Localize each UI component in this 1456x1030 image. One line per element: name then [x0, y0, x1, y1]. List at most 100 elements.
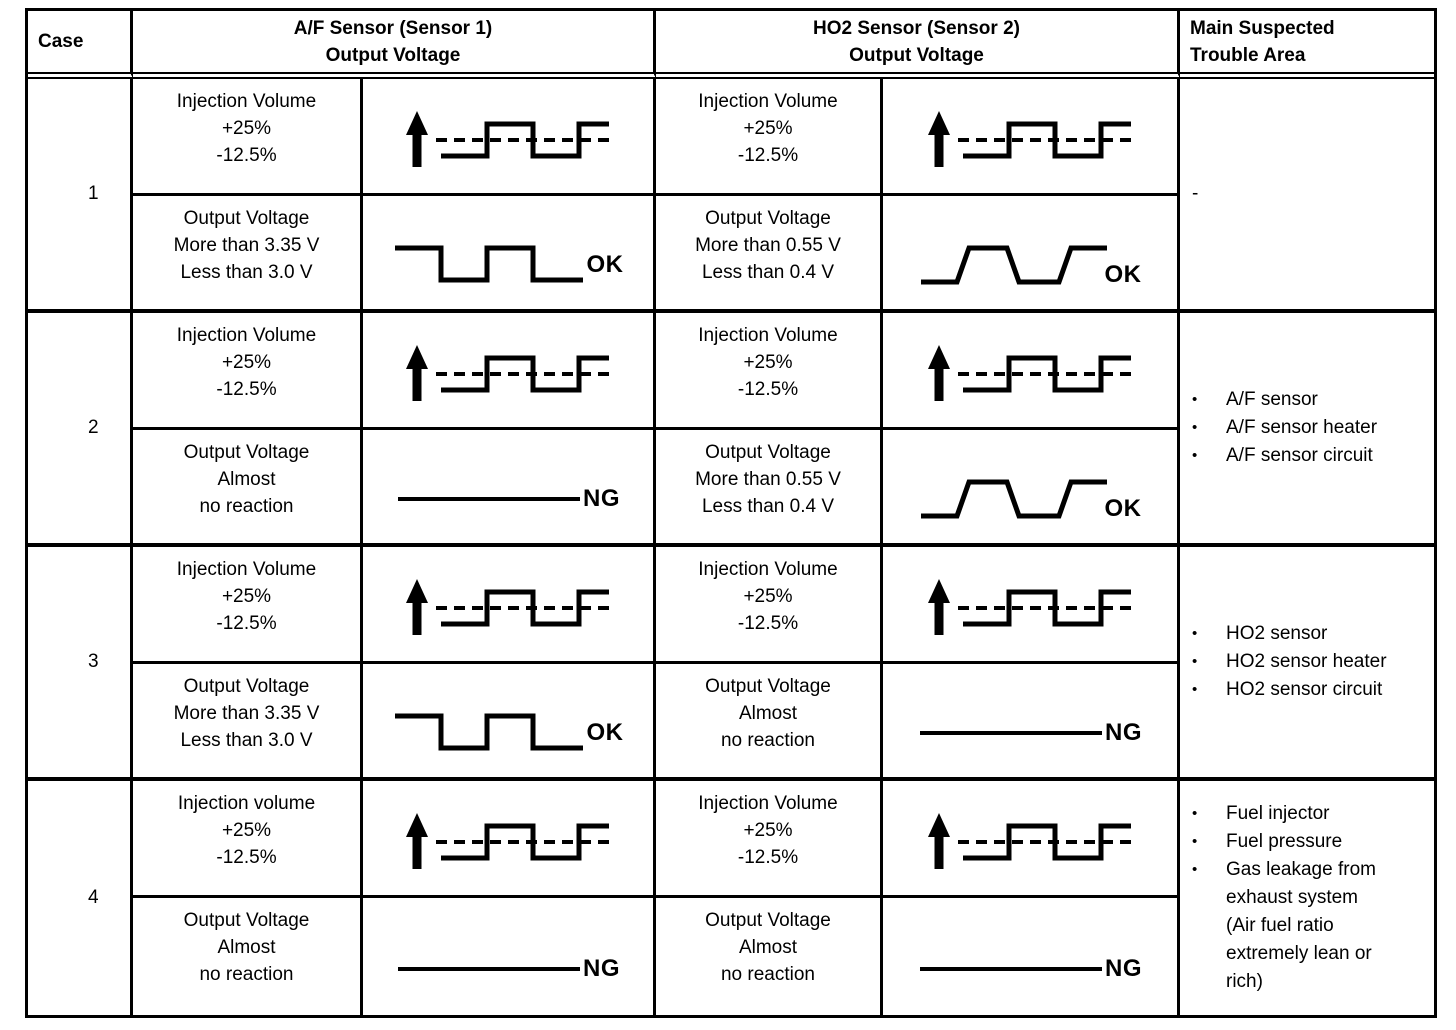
case-3-af-output-waveform: OK	[363, 664, 656, 781]
case-2-ho2-injection-label: Injection Volume +25% -12.5%	[656, 313, 883, 430]
header-trouble-area: Main Suspected Trouble Area	[1180, 11, 1434, 79]
case-2-trouble-area: • A/F sensor • A/F sensor heater • A/F s…	[1180, 313, 1434, 547]
case-1-ho2-injection-waveform	[883, 79, 1180, 196]
wave-group: OK	[919, 468, 1142, 530]
trouble-item: • A/F sensor heater	[1192, 414, 1434, 442]
case-2-af-output-label: Output Voltage Almost no reaction	[133, 430, 363, 547]
case-4-ho2-output-waveform: NG	[883, 898, 1180, 1015]
injection-line: Injection Volume	[698, 325, 838, 346]
injection-line: -12.5%	[216, 145, 277, 166]
modulated-wave-icon	[405, 109, 611, 171]
trouble-item-text: Fuel injector	[1226, 803, 1330, 824]
case-3-ho2-output-waveform: NG	[883, 664, 1180, 781]
case-2-af-output-waveform: NG	[363, 430, 656, 547]
output-line: no reaction	[199, 964, 294, 985]
case-4-number: 4	[28, 781, 133, 1015]
output-line: More than 0.55 V	[695, 469, 841, 490]
injection-line: -12.5%	[216, 847, 277, 868]
trouble-item-text: A/F sensor	[1226, 389, 1318, 410]
output-line: no reaction	[199, 496, 294, 517]
injection-line: Injection Volume	[176, 325, 317, 346]
trouble-item: • Fuel injector	[1192, 800, 1434, 828]
bullet-icon: •	[1192, 861, 1198, 878]
header-af-line2: Output Voltage	[325, 44, 461, 66]
wave-group: NG	[918, 702, 1142, 764]
bullet-icon: •	[1192, 391, 1198, 408]
case-1-af-injection-waveform	[363, 79, 656, 196]
modulated-wave-icon	[927, 109, 1133, 171]
output-line: Output Voltage	[705, 676, 831, 697]
modulated-wave-icon	[927, 577, 1133, 639]
bullet-icon: •	[1192, 447, 1198, 464]
flat-line-icon	[918, 702, 1104, 764]
bullet-icon: •	[1192, 625, 1198, 642]
modulated-wave-icon	[405, 343, 611, 405]
output-line: More than 3.35 V	[173, 703, 320, 724]
case-1-af-output-label: Output Voltage More than 3.35 V Less tha…	[133, 196, 363, 313]
sensor-diagnostic-table: Case A/F Sensor (Sensor 1) Output Voltag…	[25, 8, 1437, 1018]
case-3-ho2-injection-waveform	[883, 547, 1180, 664]
case-4-ho2-injection-waveform	[883, 781, 1180, 898]
trouble-item: • HO2 sensor circuit	[1192, 676, 1434, 704]
injection-line: Injection Volume	[176, 91, 317, 112]
wave-group: OK	[393, 234, 624, 296]
header-ho2-sensor: HO2 Sensor (Sensor 2) Output Voltage	[656, 11, 1180, 79]
square-wave-icon	[393, 702, 585, 764]
case-2-ho2-output-label: Output Voltage More than 0.55 V Less tha…	[656, 430, 883, 547]
flat-line-icon	[918, 938, 1104, 1000]
trouble-item: • HO2 sensor	[1192, 620, 1434, 648]
header-trouble-line2: Trouble Area	[1190, 44, 1306, 66]
injection-line: +25%	[743, 820, 793, 841]
bullet-icon: •	[1192, 833, 1198, 850]
output-line: Output Voltage	[705, 208, 831, 229]
injection-line: +25%	[221, 586, 272, 607]
case-4-af-injection-waveform	[363, 781, 656, 898]
wave-group: OK	[919, 234, 1142, 296]
injection-line: +25%	[221, 820, 272, 841]
case-4-af-output-waveform: NG	[363, 898, 656, 1015]
case-3-ho2-output-label: Output Voltage Almost no reaction	[656, 664, 883, 781]
header-trouble-line1: Main Suspected	[1190, 17, 1335, 39]
header-af-line1: A/F Sensor (Sensor 1)	[293, 17, 493, 39]
output-line: More than 0.55 V	[695, 235, 841, 256]
output-line: Output Voltage	[183, 442, 310, 463]
modulated-wave-icon	[405, 811, 611, 873]
case-1-af-injection-label: Injection Volume +25% -12.5%	[133, 79, 363, 196]
injection-line: +25%	[743, 352, 793, 373]
case-3-af-injection-label: Injection Volume +25% -12.5%	[133, 547, 363, 664]
modulated-wave-icon	[405, 577, 611, 639]
injection-line: +25%	[221, 352, 272, 373]
output-line: Output Voltage	[705, 910, 831, 931]
injection-line: +25%	[743, 586, 793, 607]
result-label: OK	[1104, 494, 1142, 522]
output-line: Output Voltage	[183, 910, 310, 931]
case-2-number: 2	[28, 313, 133, 547]
bullet-icon: •	[1192, 419, 1198, 436]
result-label: NG	[583, 954, 620, 982]
injection-line: +25%	[743, 118, 793, 139]
result-label: NG	[1105, 718, 1142, 746]
trouble-item: • Fuel pressure	[1192, 828, 1434, 856]
case-1-ho2-output-waveform: OK	[883, 196, 1180, 313]
bullet-icon: •	[1192, 805, 1198, 822]
case-4-af-output-label: Output Voltage Almost no reaction	[133, 898, 363, 1015]
output-line: Output Voltage	[183, 208, 310, 229]
injection-line: Injection volume	[177, 793, 316, 814]
injection-line: -12.5%	[737, 145, 799, 166]
injection-line: Injection Volume	[698, 559, 838, 580]
case-4-af-injection-label: Injection volume +25% -12.5%	[133, 781, 363, 898]
case-1-ho2-output-label: Output Voltage More than 0.55 V Less tha…	[656, 196, 883, 313]
wave-group: NG	[396, 938, 620, 1000]
injection-line: -12.5%	[737, 847, 799, 868]
wave-group: OK	[393, 702, 624, 764]
header-ho2-line2: Output Voltage	[849, 44, 984, 66]
output-line: Almost	[217, 469, 276, 490]
case-1-ho2-injection-label: Injection Volume +25% -12.5%	[656, 79, 883, 196]
result-label: OK	[1104, 260, 1142, 288]
flat-line-icon	[396, 938, 582, 1000]
result-label: NG	[583, 484, 620, 512]
case-3-trouble-area: • HO2 sensor • HO2 sensor heater • HO2 s…	[1180, 547, 1434, 781]
output-line: Less than 0.4 V	[701, 496, 835, 517]
injection-line: -12.5%	[737, 613, 799, 634]
